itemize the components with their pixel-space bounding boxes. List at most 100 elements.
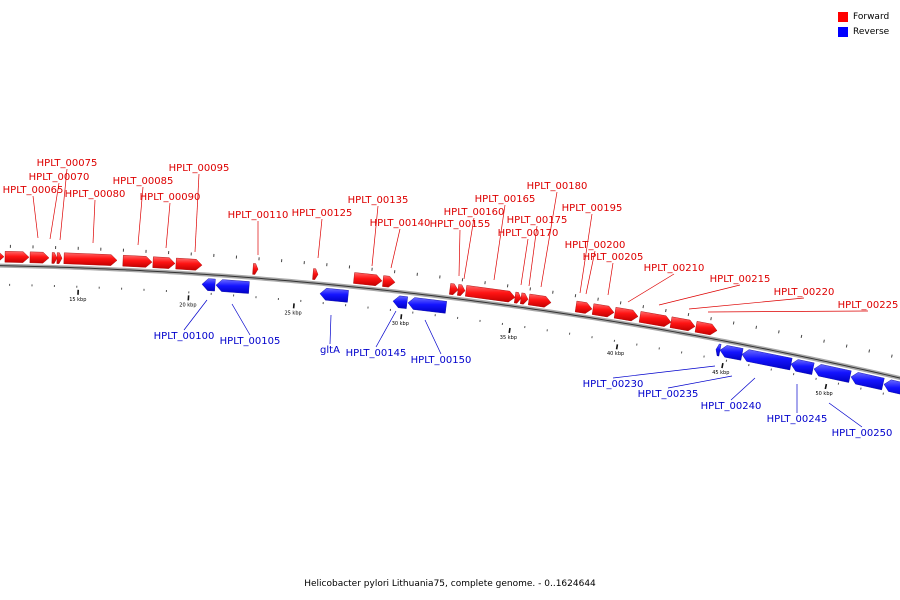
forward-gene-arrow[interactable] <box>353 272 383 286</box>
gene-label[interactable]: HPLT_00225 <box>838 300 899 311</box>
gene-labels: HPLT_00065 HPLT_00070 HPLT_00075 HPLT_00080… <box>3 158 899 439</box>
forward-gene-arrow[interactable] <box>56 252 63 264</box>
label-leader-line <box>371 205 379 267</box>
forward-gene-arrow[interactable] <box>457 284 466 296</box>
forward-gene-arrow[interactable] <box>51 252 58 264</box>
gene-label[interactable]: HPLT_00240 <box>701 401 762 412</box>
gene-label[interactable]: HPLT_00230 <box>583 379 644 390</box>
gene-label[interactable]: HPLT_00170 <box>498 228 559 239</box>
gene-label[interactable]: HPLT_00065 <box>3 185 64 196</box>
forward-gene-arrow[interactable] <box>122 254 153 268</box>
forward-gene-arrow[interactable] <box>29 251 50 264</box>
gene-label[interactable]: gltA <box>320 345 340 356</box>
gene-label[interactable]: HPLT_00125 <box>292 208 353 219</box>
forward-swatch <box>838 11 848 22</box>
gene-label[interactable]: HPLT_00195 <box>562 203 623 214</box>
forward-gene-arrow[interactable] <box>252 263 259 275</box>
gene-label[interactable]: HPLT_00075 <box>37 158 98 169</box>
gene-label[interactable]: HPLT_00085 <box>113 176 174 187</box>
forward-gene-arrow[interactable] <box>694 321 718 336</box>
forward-gene-arrow[interactable] <box>4 251 30 263</box>
reverse-gene-arrow[interactable] <box>719 345 744 361</box>
reverse-gene-arrow[interactable] <box>883 379 900 398</box>
ruler-tick <box>508 327 511 334</box>
ruler-tick <box>755 325 758 329</box>
forward-gene-arrow[interactable] <box>465 285 516 303</box>
reverse-gene-arrow[interactable] <box>392 295 408 309</box>
label-leader-line <box>707 310 869 313</box>
ruler-tick <box>665 308 667 313</box>
label-leader-line <box>317 218 323 259</box>
gene-label[interactable]: HPLT_00080 <box>65 189 126 200</box>
forward-gene-arrow[interactable] <box>152 256 176 269</box>
gene-label[interactable]: HPLT_00145 <box>346 348 407 359</box>
forward-gene-arrow[interactable] <box>514 291 522 304</box>
reverse-gene-arrow[interactable] <box>715 343 722 357</box>
gene-label[interactable]: HPLT_00235 <box>638 389 699 400</box>
reverse-gene-arrow[interactable] <box>850 372 885 391</box>
reverse-gene-arrow[interactable] <box>201 278 216 292</box>
ruler-tick-label: 50 kbp <box>815 391 832 397</box>
gene-label[interactable]: HPLT_00210 <box>644 263 705 274</box>
reverse-gene-arrow[interactable] <box>813 364 852 383</box>
reverse-gene-arrow[interactable] <box>741 349 793 371</box>
gene-label[interactable]: HPLT_00250 <box>832 428 893 439</box>
forward-gene-arrow[interactable] <box>591 303 615 318</box>
forward-gene-arrow[interactable] <box>0 251 5 262</box>
ruler-tick <box>710 317 712 321</box>
gene-label[interactable]: HPLT_00175 <box>507 215 568 226</box>
gene-label[interactable]: HPLT_00200 <box>565 240 626 251</box>
reverse-gene-arrow[interactable] <box>319 288 349 303</box>
gene-label[interactable]: HPLT_00205 <box>583 252 644 263</box>
ruler-tick-label: 35 kbp <box>500 335 517 341</box>
forward-gene-arrow[interactable] <box>175 257 203 271</box>
label-leader-line <box>730 377 756 401</box>
forward-gene-arrow[interactable] <box>669 316 696 332</box>
label-leader-line <box>183 299 208 331</box>
gene-label[interactable]: HPLT_00180 <box>527 181 588 192</box>
gene-label[interactable]: HPLT_00245 <box>767 414 828 425</box>
ruler-tick <box>868 349 871 353</box>
label-leader-line <box>329 314 332 345</box>
forward-gene-arrow[interactable] <box>613 307 639 322</box>
label-leader-line <box>585 250 596 295</box>
forward-gene-arrow[interactable] <box>638 311 672 327</box>
ruler-tick-label: 20 kbp <box>179 302 196 308</box>
reverse-gene-arrow[interactable] <box>407 297 447 314</box>
label-leaders <box>32 168 869 428</box>
ruler-tick-label: 15 kbp <box>69 297 86 303</box>
gene-label[interactable]: HPLT_00095 <box>169 163 230 174</box>
forward-gene-arrow[interactable] <box>312 268 319 280</box>
forward-gene-arrow[interactable] <box>527 293 552 308</box>
gene-label[interactable]: HPLT_00160 <box>444 207 505 218</box>
reverse-gene-arrow[interactable] <box>215 279 250 294</box>
map-caption: Helicobacter pylori Lithuania75, complet… <box>304 579 596 589</box>
reverse-gene-arrow[interactable] <box>790 359 815 375</box>
ruler-tick-labels: 15 kbp 20 kbp 25 kbp 30 kbp 35 kbp 40 kbp 45 k… <box>69 297 833 397</box>
forward-gene-arrow[interactable] <box>574 300 593 314</box>
legend-forward: Forward <box>838 9 889 24</box>
gene-label[interactable]: HPLT_00165 <box>475 194 536 205</box>
ruler-tick <box>800 334 803 339</box>
gene-label[interactable]: HPLT_00110 <box>228 210 289 221</box>
forward-gene-arrow[interactable] <box>63 252 118 266</box>
gene-label[interactable]: HPLT_00150 <box>411 355 472 366</box>
gene-label[interactable]: HPLT_00155 <box>430 219 491 230</box>
label-leader-line <box>137 186 144 246</box>
gene-label[interactable]: HPLT_00100 <box>154 331 215 342</box>
gene-label[interactable]: HPLT_00105 <box>220 336 281 347</box>
ruler-tick <box>891 354 893 358</box>
forward-gene-arrow[interactable] <box>382 275 396 288</box>
gene-label[interactable]: HPLT_00215 <box>710 274 771 285</box>
label-leader-line <box>165 202 171 249</box>
forward-gene-arrow[interactable] <box>449 283 459 295</box>
ruler-tick <box>823 339 825 343</box>
gene-label[interactable]: HPLT_00220 <box>774 287 835 298</box>
legend-reverse-label: Reverse <box>853 26 890 37</box>
gene-label[interactable]: HPLT_00090 <box>140 192 201 203</box>
gene-label[interactable]: HPLT_00140 <box>370 218 431 229</box>
gene-label[interactable]: HPLT_00135 <box>348 195 409 206</box>
gene-label[interactable]: HPLT_00070 <box>29 172 90 183</box>
forward-gene-arrow[interactable] <box>519 292 529 305</box>
